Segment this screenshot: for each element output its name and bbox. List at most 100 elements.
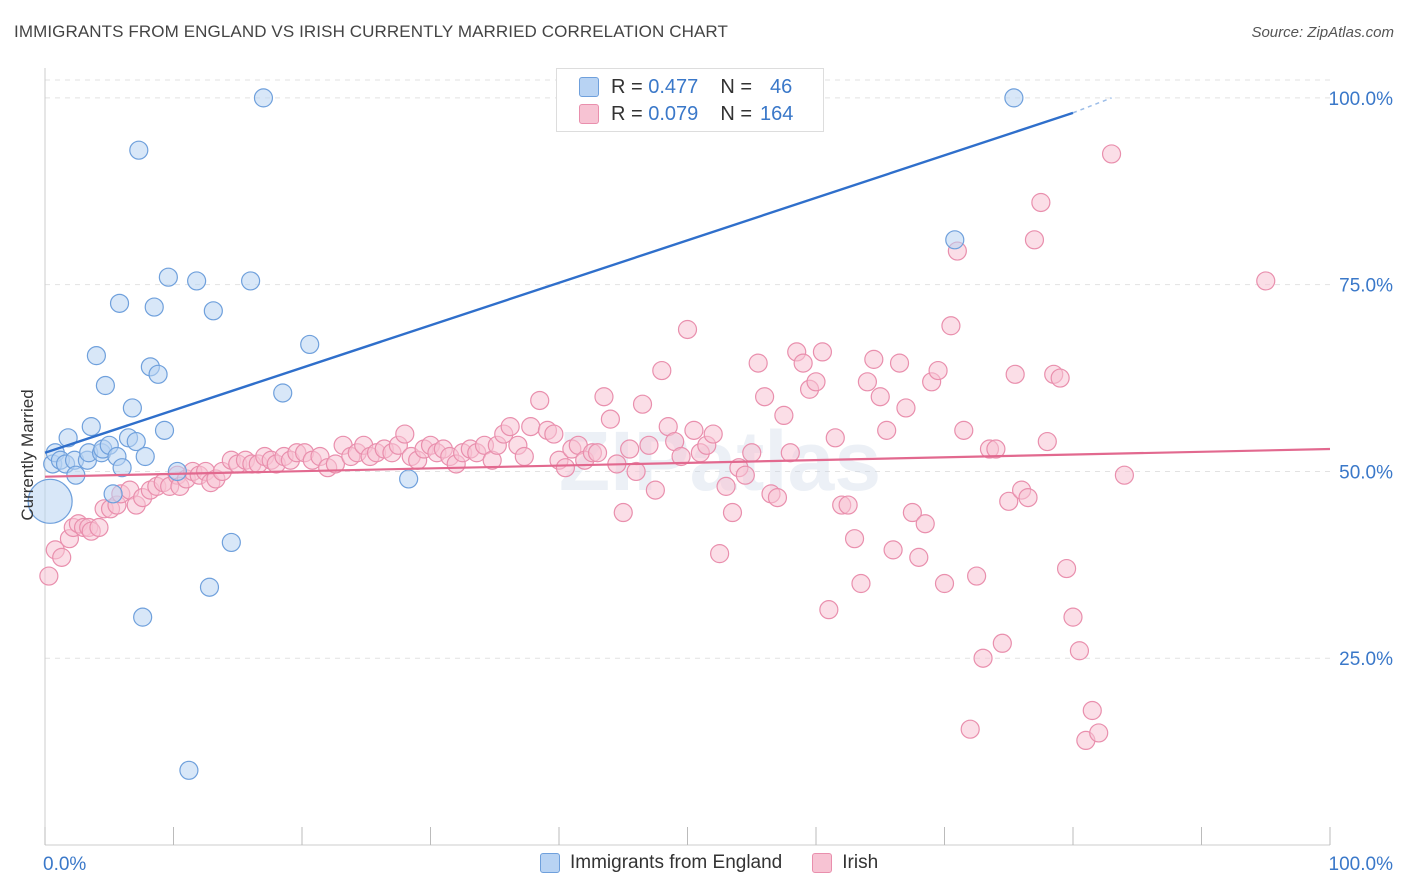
n-value: 46 [770,75,793,98]
england-point [103,484,123,504]
irish-point [954,420,974,440]
irish-point [645,480,665,500]
england-point [112,458,132,478]
irish-point [999,491,1019,511]
legend-row-england: R = 0.477 N = 46 [579,73,792,101]
irish-point [632,394,653,414]
irish-point [639,435,659,455]
y-tick-label: 100.0% [1329,89,1394,110]
england-point [273,383,293,403]
n-label: N = [720,102,752,125]
england-point [148,364,168,384]
irish-point [902,502,922,523]
irish-point [883,540,903,560]
england-point [133,607,153,627]
england-point [86,346,107,366]
england-point [179,760,199,780]
irish-point [1037,431,1057,452]
england-trendline-extension [1072,97,1112,114]
legend-item-irish[interactable]: Irish [812,852,878,874]
irish-trendline [44,447,1331,478]
england-point [253,88,274,108]
england-point [187,271,207,291]
irish-point [521,417,541,437]
irish-point [889,353,910,373]
irish-point [864,349,884,369]
legend-label-england: Immigrants from England [570,852,783,873]
r-value: 0.477 [648,75,699,98]
irish-point [1056,558,1077,579]
england-point [109,293,130,313]
irish-point [806,372,826,392]
irish-point [677,319,698,340]
irish-point [915,514,935,534]
england-point [154,420,175,440]
legend-label-irish: Irish [842,852,879,873]
irish-point [1114,465,1135,485]
irish-point [1101,144,1122,164]
r-value: 0.079 [648,102,699,125]
axes [44,68,1331,846]
irish-point [1050,368,1070,388]
irish-point [793,353,813,373]
gridlines [45,79,1330,659]
irish-point [684,420,704,440]
irish-point [89,517,109,538]
england-point [81,417,101,437]
england-point [300,334,320,355]
legend-row-irish: R = 0.079 N = 164 [579,100,793,128]
series-legend: Immigrants from England Irish [540,852,908,874]
y-tick-label: 50.0% [1339,462,1393,483]
england-point [122,398,142,418]
irish-point [1063,607,1083,627]
irish-point [1089,723,1109,743]
england-point [129,140,149,160]
england-point [158,267,178,287]
england-point [144,297,164,317]
england-point [167,461,187,482]
y-tick-label: 75.0% [1339,276,1393,297]
irish-point [774,405,794,426]
irish-point [1024,230,1045,250]
irish-swatch [579,104,599,124]
irish-point [767,487,788,508]
irish-point [710,544,730,564]
x-tick-label: 0.0% [43,854,86,875]
irish-point [613,502,633,523]
irish-legend-swatch [812,853,833,873]
irish-point [896,398,916,418]
legend-item-england[interactable]: Immigrants from England [540,852,782,874]
england-point [203,301,223,321]
stats-legend: R = 0.477 N = 46 R = 0.079 N = 164 [556,68,824,132]
irish-point [716,476,736,496]
england-point [199,577,220,597]
y-axis-label: Currently Married [18,389,37,521]
irish-point [857,372,878,392]
irish-point [844,529,865,549]
irish-point [928,360,948,381]
irish-point [514,446,534,467]
irish-point [594,387,614,407]
chart-title: IMMIGRANTS FROM ENGLAND VS IRISH CURRENT… [14,22,728,41]
y-tick-label: 25.0% [1339,649,1393,670]
irish-point [652,360,672,381]
england-point [135,446,155,467]
irish-point [1005,364,1025,384]
irish-point [544,424,564,444]
irish-point [960,719,980,739]
irish-point [1082,700,1102,721]
irish-point [941,316,961,336]
england-swatch [579,77,599,97]
irish-point [620,439,640,459]
irish-point [812,342,833,362]
irish-point [395,424,415,444]
england-point [221,532,241,553]
irish-point [530,390,550,411]
irish-point [52,547,72,567]
r-label: R = [611,102,643,125]
england-point [1004,88,1024,108]
irish-point [967,566,987,586]
irish-points [39,144,1276,751]
irish-point [838,495,858,515]
